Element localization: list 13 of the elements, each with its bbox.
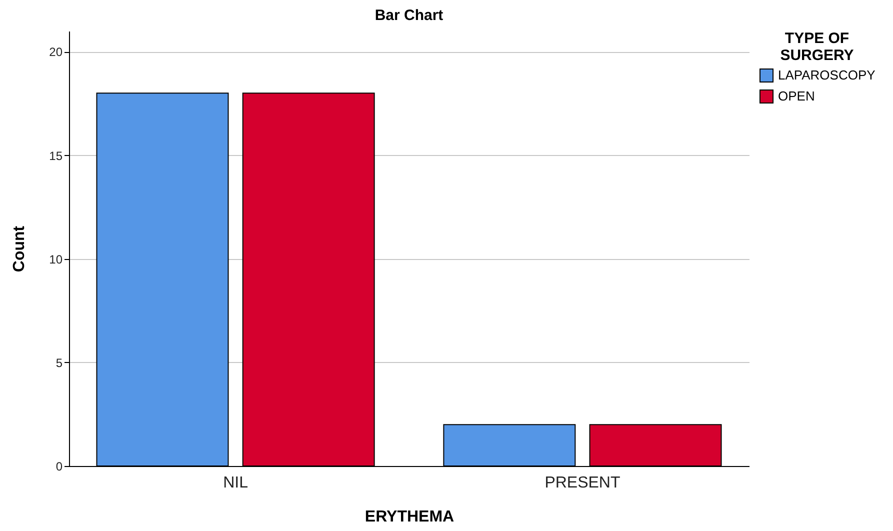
x-axis-title: ERYTHEMA (364, 508, 455, 526)
y-axis-title: Count (11, 225, 28, 272)
y-tick-label: 5 (56, 356, 63, 370)
legend-label: LAPAROSCOPY (778, 68, 876, 82)
legend-label: OPEN (778, 88, 815, 104)
chart-title: Bar Chart (374, 7, 444, 24)
legend-title: TYPE OF SURGERY (780, 30, 854, 64)
y-tick-label: 10 (49, 252, 63, 266)
y-tick-label: 20 (49, 45, 63, 60)
x-tick-label: NIL (223, 474, 248, 492)
x-tick-label: PRESENT (544, 474, 620, 492)
y-tick-label: 0 (56, 460, 63, 474)
y-tick-label: 15 (49, 148, 63, 163)
